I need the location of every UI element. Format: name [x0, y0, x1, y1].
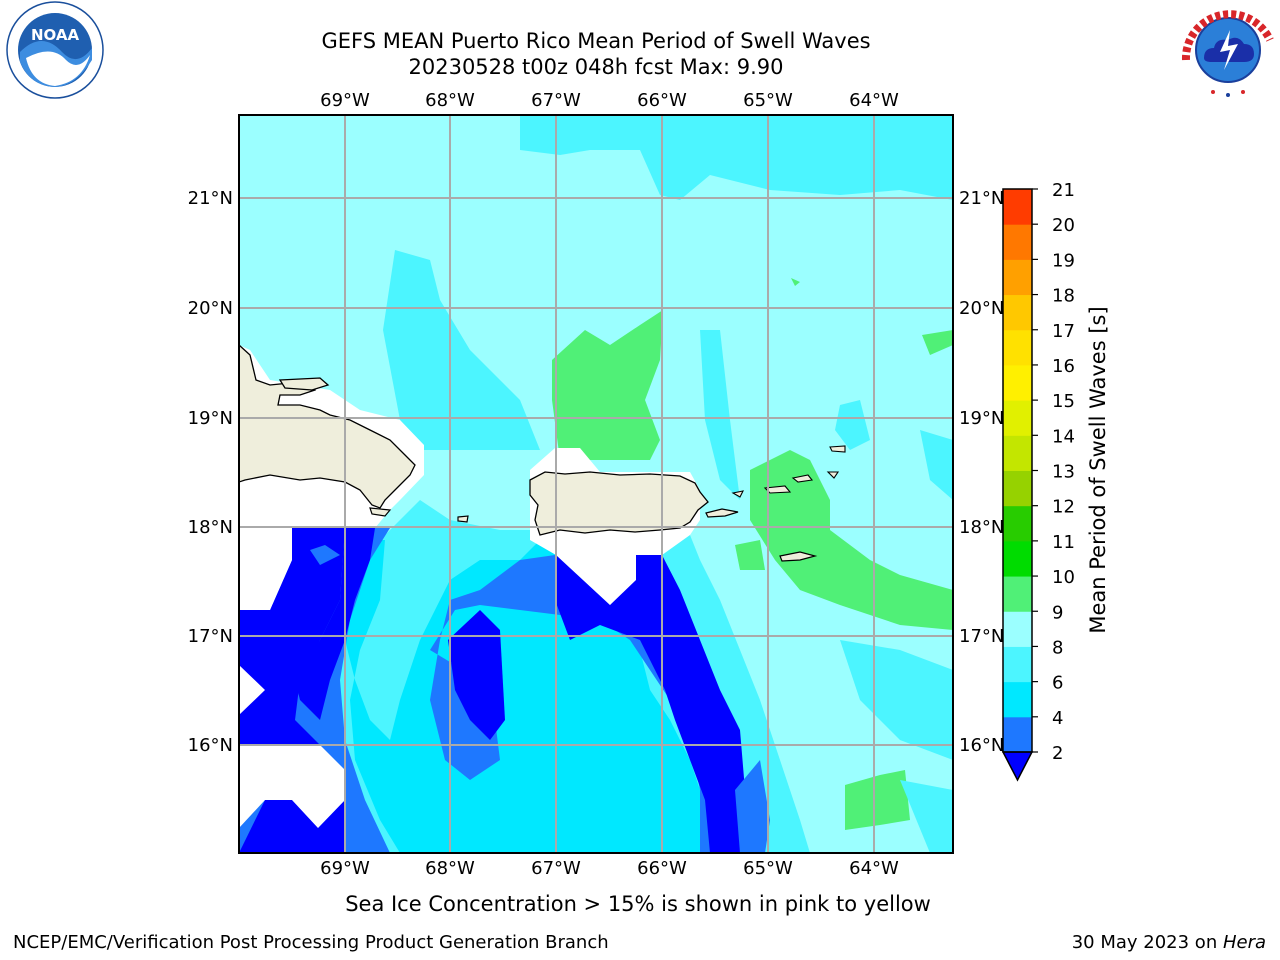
- lon-label-bottom: 64°W: [849, 858, 899, 879]
- lon-label-bottom: 67°W: [531, 858, 581, 879]
- colorbar-segment: [1003, 435, 1032, 471]
- colorbar-segment: [1003, 189, 1032, 225]
- lon-label-top: 64°W: [849, 90, 899, 111]
- colorbar-segment: [1003, 329, 1032, 366]
- st-croix-land: [779, 551, 818, 562]
- lon-label-top: 65°W: [743, 90, 793, 111]
- colorbar-tick-label: 21: [1052, 180, 1075, 201]
- lon-label-top: 68°W: [425, 90, 475, 111]
- colorbar-tick-label: 11: [1052, 532, 1075, 553]
- field-6-8-edge: [920, 430, 953, 500]
- lat-label-left: 17°N: [188, 626, 233, 647]
- lat-label-left: 21°N: [188, 188, 233, 209]
- colorbar-tick-label: 15: [1052, 391, 1075, 412]
- colorbar-segment: [1003, 364, 1032, 401]
- lon-label-bottom: 66°W: [637, 858, 687, 879]
- colorbar-tick-label: 13: [1052, 462, 1075, 483]
- lon-label-top: 67°W: [531, 90, 581, 111]
- colorbar-tick-label: 18: [1052, 286, 1075, 307]
- colorbar-segment: [1003, 611, 1032, 647]
- undefined-sw: [239, 745, 345, 828]
- colorbar-segment: [1003, 505, 1032, 542]
- nws-logo: [1181, 4, 1274, 97]
- colorbar-tick-label: 19: [1052, 250, 1075, 271]
- colorbar-under-extension: [1001, 751, 1034, 782]
- colorbar-segment: [1003, 470, 1032, 507]
- noaa-logo-text: NOAA: [31, 26, 80, 44]
- field-9-10-vi: [750, 450, 953, 630]
- colorbar-tick-label: 2: [1052, 743, 1063, 764]
- field-6-8-channel: [383, 250, 540, 450]
- colorbar-tick-label: 6: [1052, 673, 1063, 694]
- field-6-8-patch: [835, 400, 870, 450]
- map-title-line1: GEFS MEAN Puerto Rico Mean Period of Swe…: [321, 29, 871, 53]
- field-6-8-se: [840, 640, 953, 760]
- lon-label-top: 66°W: [637, 90, 687, 111]
- colorbar: 2 4 6 8 9 10 11 12 13 14 15 16 17 18 19 20 21: [1001, 180, 1075, 782]
- lon-label-bottom: 65°W: [743, 858, 793, 879]
- colorbar-segment: [1003, 224, 1032, 260]
- lat-label-left: 19°N: [188, 408, 233, 429]
- colorbar-tick-label: 16: [1052, 356, 1075, 377]
- contour-fields: [239, 115, 953, 853]
- footer-branch: NCEP/EMC/Verification Post Processing Pr…: [13, 932, 609, 953]
- field-below-2-east: [555, 555, 760, 853]
- colorbar-segment: [1003, 294, 1032, 331]
- colorbar-tick-label: 14: [1052, 426, 1075, 447]
- puerto-rico-land: [529, 471, 709, 536]
- lat-label-right: 19°N: [959, 408, 1004, 429]
- colorbar-segment: [1003, 716, 1032, 753]
- colorbar-tick-label: 4: [1052, 708, 1063, 729]
- map-title-line2: 20230528 t00z 048h fcst Max: 9.90: [408, 55, 784, 79]
- lon-label-bottom: 69°W: [320, 858, 370, 879]
- lat-label-right: 16°N: [959, 735, 1004, 756]
- colorbar-segment: [1003, 400, 1032, 436]
- lat-label-left: 18°N: [188, 517, 233, 538]
- footer-host: Hera: [1222, 932, 1266, 953]
- colorbar-segment: [1003, 540, 1032, 577]
- field-6-8-east: [700, 330, 740, 500]
- colorbar-tick-label: 8: [1052, 637, 1063, 658]
- colorbar-segment: [1003, 576, 1032, 612]
- lat-label-right: 21°N: [959, 188, 1004, 209]
- field-9-10-se: [845, 770, 910, 830]
- colorbar-segment: [1003, 681, 1032, 718]
- lon-label-top: 69°W: [320, 90, 370, 111]
- lat-label-right: 18°N: [959, 517, 1004, 538]
- lat-label-left: 20°N: [188, 298, 233, 319]
- colorbar-tick-label: 12: [1052, 497, 1075, 518]
- map-frame: [238, 114, 954, 854]
- colorbar-segment: [1003, 259, 1032, 296]
- field-9-10-ne: [922, 330, 953, 355]
- graticule: [239, 115, 953, 853]
- colorbar-tick-label: 20: [1052, 215, 1075, 236]
- lat-label-right: 20°N: [959, 298, 1004, 319]
- field-below-2-center: [448, 610, 505, 740]
- footer-date: 30 May 2023 on Hera: [1072, 932, 1266, 953]
- field-9-10-north-pr: [552, 310, 663, 460]
- field-9-10-patch: [735, 540, 765, 570]
- lat-label-left: 16°N: [188, 735, 233, 756]
- noaa-logo: NOAA: [6, 1, 104, 99]
- colorbar-tick-label: 10: [1052, 567, 1075, 588]
- colorbar-tick-label: 9: [1052, 602, 1063, 623]
- colorbar-segment: [1003, 646, 1032, 683]
- footer-date-text: 30 May 2023 on: [1071, 932, 1223, 953]
- lat-label-right: 17°N: [959, 626, 1004, 647]
- sea-ice-note: Sea Ice Concentration > 15% is shown in …: [345, 892, 931, 916]
- lon-label-bottom: 68°W: [425, 858, 475, 879]
- colorbar-label: Mean Period of Swell Waves [s]: [1086, 306, 1110, 633]
- colorbar-tick-label: 17: [1052, 321, 1075, 342]
- field-6-8-north: [520, 115, 953, 200]
